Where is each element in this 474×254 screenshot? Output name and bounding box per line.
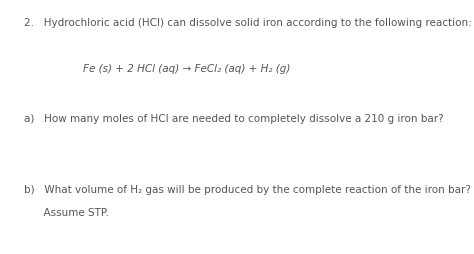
Text: 2.   Hydrochloric acid (HCl) can dissolve solid iron according to the following : 2. Hydrochloric acid (HCl) can dissolve … bbox=[24, 18, 472, 28]
Text: a)   How many moles of HCl are needed to completely dissolve a 210 g iron bar?: a) How many moles of HCl are needed to c… bbox=[24, 114, 443, 124]
Text: Fe (s) + 2 HCl (aq) → FeCl₂ (aq) + H₂ (g): Fe (s) + 2 HCl (aq) → FeCl₂ (aq) + H₂ (g… bbox=[83, 64, 290, 73]
Text: b)   What volume of H₂ gas will be produced by the complete reaction of the iron: b) What volume of H₂ gas will be produce… bbox=[24, 185, 471, 195]
Text: Assume STP.: Assume STP. bbox=[24, 208, 109, 218]
